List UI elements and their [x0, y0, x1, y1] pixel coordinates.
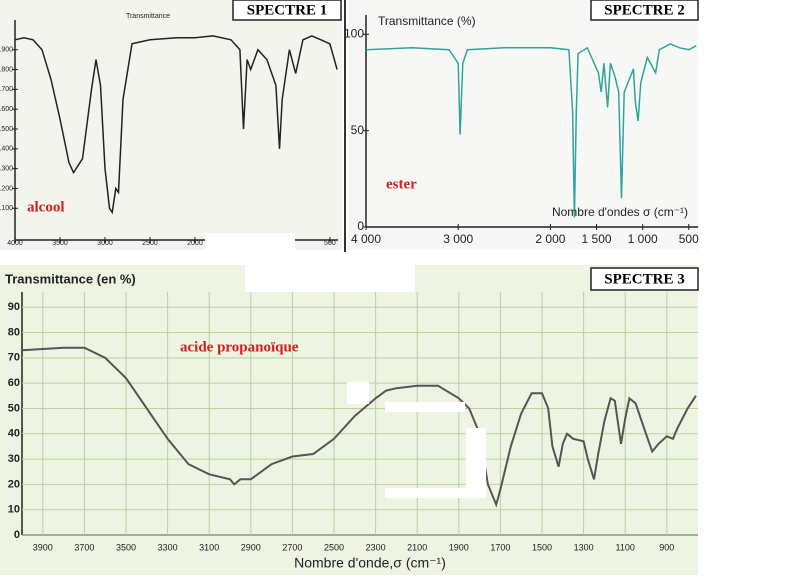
- x-tick-label: 1 000: [628, 232, 658, 246]
- x-tick-label: 3300: [158, 542, 178, 552]
- x-tick-label: 2100: [407, 542, 427, 552]
- y-tick-label: .100: [0, 205, 13, 212]
- y-tick-label: 10: [8, 504, 20, 516]
- chart-title: SPECTRE 3: [604, 271, 684, 287]
- y-axis-label: Transmittance (en %): [5, 271, 136, 286]
- chart-title: SPECTRE 1: [247, 2, 327, 18]
- x-tick-label: 2300: [366, 542, 386, 552]
- annotation: ester: [386, 176, 417, 192]
- y-tick-label: .600: [0, 106, 13, 113]
- x-tick-label: 1 500: [582, 232, 612, 246]
- y-tick-label: 50: [351, 123, 365, 137]
- x-tick-label: 4000: [7, 240, 23, 247]
- title-box: [590, 267, 699, 291]
- x-axis-label: Nombre d'ondes σ (cm⁻¹): [552, 205, 688, 219]
- y-tick-label: 100: [344, 26, 364, 40]
- y-tick-label: .700: [0, 86, 13, 93]
- x-tick-label: 2500: [324, 542, 344, 552]
- y-tick-label: 50: [8, 402, 20, 414]
- x-axis-label: Nombre d'onde,σ (cm⁻¹): [294, 555, 446, 571]
- panel-3: [0, 265, 698, 575]
- x-tick-label: 2 000: [535, 232, 565, 246]
- y-tick-label: 90: [8, 301, 20, 313]
- y-tick-label: 60: [8, 377, 20, 389]
- y-axis-label: Transmittance (%): [378, 14, 476, 28]
- x-tick-label: 2700: [282, 542, 302, 552]
- y-tick-label: .900: [0, 47, 13, 54]
- x-tick-label: 3000: [97, 240, 113, 247]
- panel-2: [348, 0, 698, 250]
- x-tick-label: 3700: [74, 542, 94, 552]
- x-tick-label: 900: [659, 542, 674, 552]
- title-box: [590, 0, 699, 21]
- mask: [466, 428, 486, 498]
- panel-1: [0, 0, 342, 250]
- x-tick-label: 4 000: [351, 232, 381, 246]
- x-tick-label: 2500: [142, 240, 158, 247]
- x-tick-label: 500: [324, 240, 336, 247]
- mask: [205, 233, 295, 250]
- mask: [385, 488, 485, 498]
- y-tick-label: 0: [357, 219, 364, 233]
- y-tick-label: .400: [0, 146, 13, 153]
- y-tick-label: 40: [8, 428, 20, 440]
- y-tick-label: 30: [8, 453, 20, 465]
- x-tick-label: 3100: [199, 542, 219, 552]
- mask: [347, 382, 369, 404]
- title-box: [232, 0, 342, 21]
- chart-title: SPECTRE 2: [604, 2, 684, 18]
- x-tick-label: 1500: [532, 542, 552, 552]
- y-tick-label: .300: [0, 165, 13, 172]
- x-tick-label: 3500: [52, 240, 68, 247]
- x-tick-label: 3900: [33, 542, 53, 552]
- x-tick-label: 2900: [241, 542, 261, 552]
- y-tick-label: 80: [8, 326, 20, 338]
- x-tick-label: 500: [679, 232, 699, 246]
- mask: [245, 265, 415, 292]
- x-tick-label: 3 000: [443, 232, 473, 246]
- y-tick-label: .500: [0, 126, 13, 133]
- y-axis-label: Transmittance: [126, 13, 170, 20]
- y-tick-label: 20: [8, 478, 20, 490]
- x-tick-label: 2000: [187, 240, 203, 247]
- x-tick-label: 1900: [449, 542, 469, 552]
- x-tick-label: 1700: [490, 542, 510, 552]
- spectrum-line: [14, 35, 338, 215]
- y-tick-label: .800: [0, 66, 13, 73]
- spectrum-line: [365, 43, 697, 218]
- y-tick-label: .200: [0, 185, 13, 192]
- spectrum-line: [21, 346, 697, 508]
- mask: [385, 402, 465, 412]
- y-tick-label: 70: [8, 352, 20, 364]
- annotation: alcool: [27, 199, 65, 215]
- x-tick-label: 1100: [616, 542, 635, 552]
- x-tick-label: 1300: [574, 542, 594, 552]
- y-tick-label: 0: [14, 529, 20, 541]
- annotation: acide propanoïque: [180, 339, 299, 355]
- x-tick-label: 3500: [116, 542, 136, 552]
